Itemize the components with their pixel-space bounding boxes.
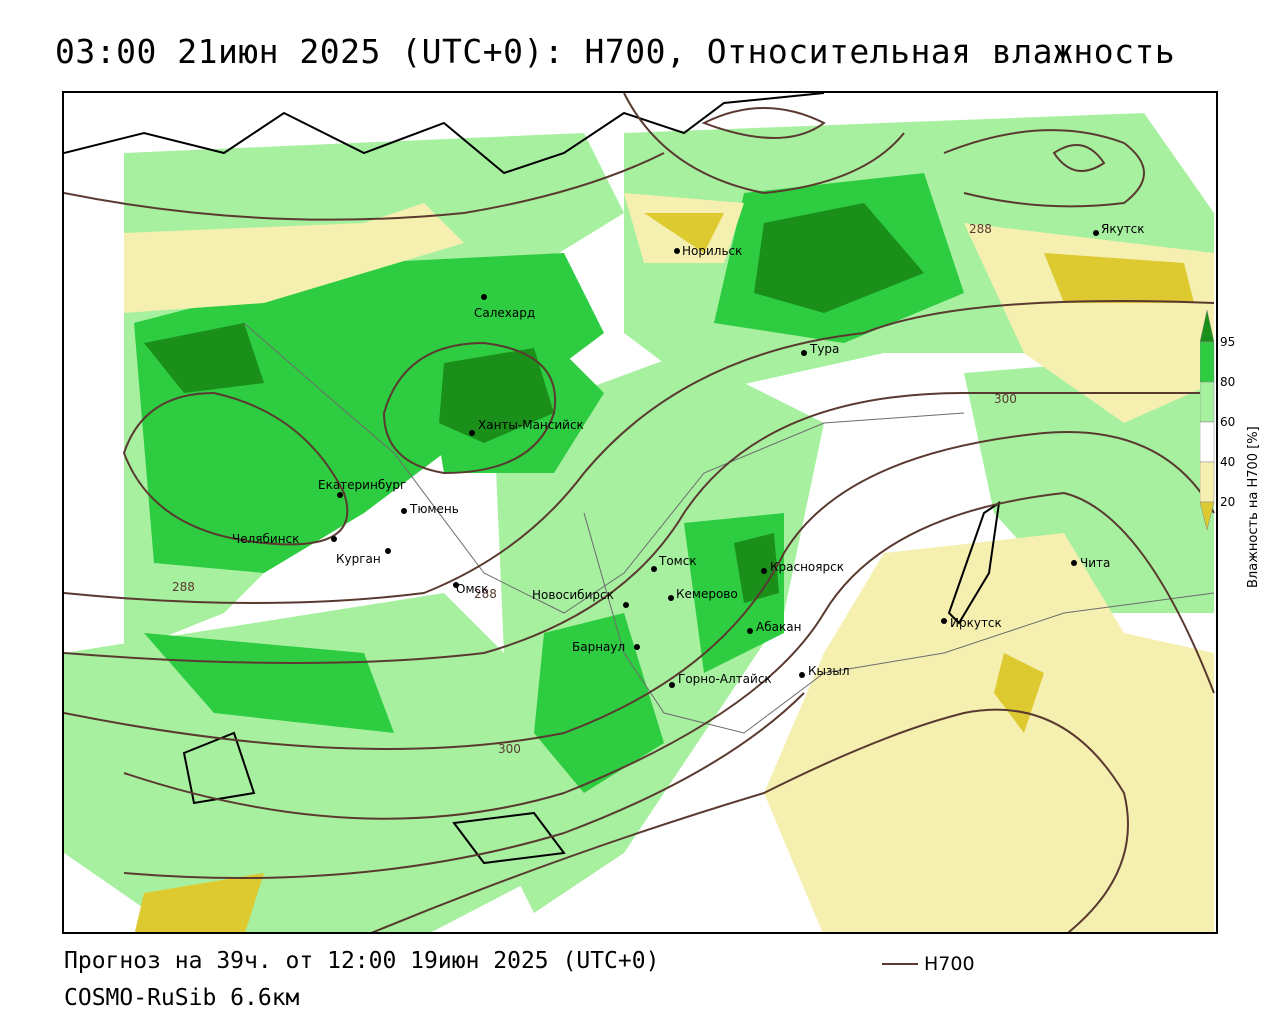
- admin-border: [583, 512, 1215, 734]
- colorbar-segment: [1199, 381, 1215, 423]
- city-marker[interactable]: Ханты-Мансийск: [469, 418, 584, 436]
- contour-line: [123, 491, 1215, 820]
- city-marker[interactable]: Тура: [801, 342, 839, 356]
- city-marker[interactable]: Барнаул: [572, 640, 640, 654]
- city-marker[interactable]: Екатеринбург: [318, 478, 406, 498]
- map-canvas: 288 288 300 300 288 Норильск Якутск Сале…: [64, 93, 1216, 932]
- city-marker[interactable]: Томск: [651, 554, 697, 572]
- contour-label: 300: [994, 392, 1017, 406]
- city-marker[interactable]: Чита: [1071, 556, 1110, 570]
- contour-line: [122, 391, 349, 546]
- dryness-zone: [764, 533, 1214, 932]
- svg-text:Чита: Чита: [1080, 556, 1110, 570]
- humidity-zone-mid: [144, 633, 394, 733]
- colorbar-title: Влажность на H700 [%]: [1246, 426, 1261, 588]
- forecast-info: Прогноз на 39ч. от 12:00 19июн 2025 (UTC…: [64, 948, 660, 974]
- svg-text:Кемерово: Кемерово: [676, 587, 738, 601]
- city-marker[interactable]: Абакан: [747, 620, 801, 634]
- model-info: COSMO-RuSib 6.6км: [64, 985, 300, 1011]
- humidity-zone-high: [144, 323, 264, 393]
- colorbar-tick: 60: [1220, 415, 1235, 429]
- contour-legend: H700: [882, 953, 975, 975]
- svg-text:Новосибирск: Новосибирск: [532, 588, 614, 602]
- contour-line: [64, 392, 1214, 664]
- humidity-zone-high: [754, 203, 924, 313]
- city-marker[interactable]: Омск: [453, 582, 488, 596]
- city-marker[interactable]: Кызыл: [799, 664, 850, 678]
- svg-text:Норильск: Норильск: [682, 244, 742, 258]
- map-area[interactable]: 288 288 300 300 288 Норильск Якутск Сале…: [62, 91, 1218, 934]
- cities: Норильск Якутск Салехард Тура Ханты-Манс…: [232, 222, 1145, 688]
- contour-label: 300: [498, 742, 521, 756]
- dryness-zone: [1044, 253, 1194, 303]
- coastline: [182, 731, 256, 805]
- humidity-zone-mid: [134, 253, 604, 573]
- admin-border: [243, 322, 965, 614]
- contour-line: [64, 431, 1215, 750]
- contour-label: 288: [172, 580, 195, 594]
- svg-text:Омск: Омск: [456, 582, 488, 596]
- city-marker[interactable]: Салехард: [474, 294, 535, 320]
- dryness-zone: [644, 213, 724, 253]
- svg-text:Кызыл: Кызыл: [808, 664, 850, 678]
- colorbar-tick: 80: [1220, 375, 1235, 389]
- contour-line: [701, 107, 826, 139]
- svg-text:Якутск: Якутск: [1101, 222, 1145, 236]
- contour-line: [123, 692, 805, 879]
- svg-text:Абакан: Абакан: [756, 620, 801, 634]
- city-marker[interactable]: Новосибирск: [532, 588, 629, 608]
- humidity-zone-mid: [534, 613, 664, 793]
- city-marker[interactable]: Кемерово: [668, 587, 738, 601]
- svg-text:Тюмень: Тюмень: [409, 502, 459, 516]
- coastline: [452, 811, 566, 865]
- svg-text:Челябинск: Челябинск: [232, 532, 299, 546]
- svg-text:Томск: Томск: [658, 554, 697, 568]
- svg-text:Тура: Тура: [809, 342, 839, 356]
- colorbar-tick: 40: [1220, 455, 1235, 469]
- contour-legend-swatch: [882, 963, 918, 965]
- svg-text:Ханты-Мансийск: Ханты-Мансийск: [478, 418, 584, 432]
- contour-label: 288: [969, 222, 992, 236]
- contour-line: [943, 129, 1145, 208]
- coastline: [64, 93, 825, 175]
- humidity-zone-high: [439, 348, 554, 443]
- dryness-zone: [134, 873, 264, 932]
- city-marker[interactable]: Тюмень: [401, 502, 459, 516]
- colorbar-bottom-arrow: [1199, 501, 1215, 531]
- svg-text:Екатеринбург: Екатеринбург: [318, 478, 406, 492]
- humidity-zone-high: [734, 533, 779, 603]
- contour-line: [64, 300, 1215, 604]
- contour-line: [1052, 144, 1106, 172]
- svg-text:Салехард: Салехард: [474, 306, 535, 320]
- city-marker[interactable]: Челябинск: [232, 532, 337, 546]
- dryness-zone: [124, 203, 464, 313]
- h700-contours: [64, 93, 1215, 932]
- svg-text:Красноярск: Красноярск: [770, 560, 844, 574]
- colorbar-tick: 20: [1220, 495, 1235, 509]
- colorbar-segment: [1199, 341, 1215, 383]
- svg-text:Горно-Алтайск: Горно-Алтайск: [678, 672, 772, 686]
- colorbar-segment: [1199, 421, 1215, 463]
- contour-line: [64, 152, 665, 221]
- city-marker[interactable]: Якутск: [1093, 222, 1145, 236]
- map-title: 03:00 21июн 2025 (UTC+0): H700, Относите…: [55, 32, 1176, 71]
- city-marker[interactable]: Горно-Алтайск: [669, 672, 772, 688]
- svg-text:Курган: Курган: [336, 552, 381, 566]
- contour-label: 288: [474, 587, 497, 601]
- dryness-zone: [994, 653, 1044, 733]
- city-marker[interactable]: Курган: [336, 548, 391, 566]
- contour-line: [623, 93, 905, 195]
- contour-legend-label: H700: [924, 953, 975, 975]
- city-marker[interactable]: Красноярск: [761, 560, 844, 574]
- contour-line: [382, 341, 557, 475]
- colorbar-segment: [1199, 461, 1215, 503]
- svg-text:Барнаул: Барнаул: [572, 640, 625, 654]
- contour-line: [371, 708, 1129, 932]
- colorbar-top-arrow: [1199, 309, 1215, 343]
- svg-text:Иркутск: Иркутск: [950, 616, 1002, 630]
- city-marker[interactable]: Норильск: [674, 244, 742, 258]
- colorbar-tick: 95: [1220, 335, 1235, 349]
- city-marker[interactable]: Иркутск: [941, 616, 1002, 630]
- humidity-colorbar: 95 80 60 40 20: [1199, 300, 1280, 550]
